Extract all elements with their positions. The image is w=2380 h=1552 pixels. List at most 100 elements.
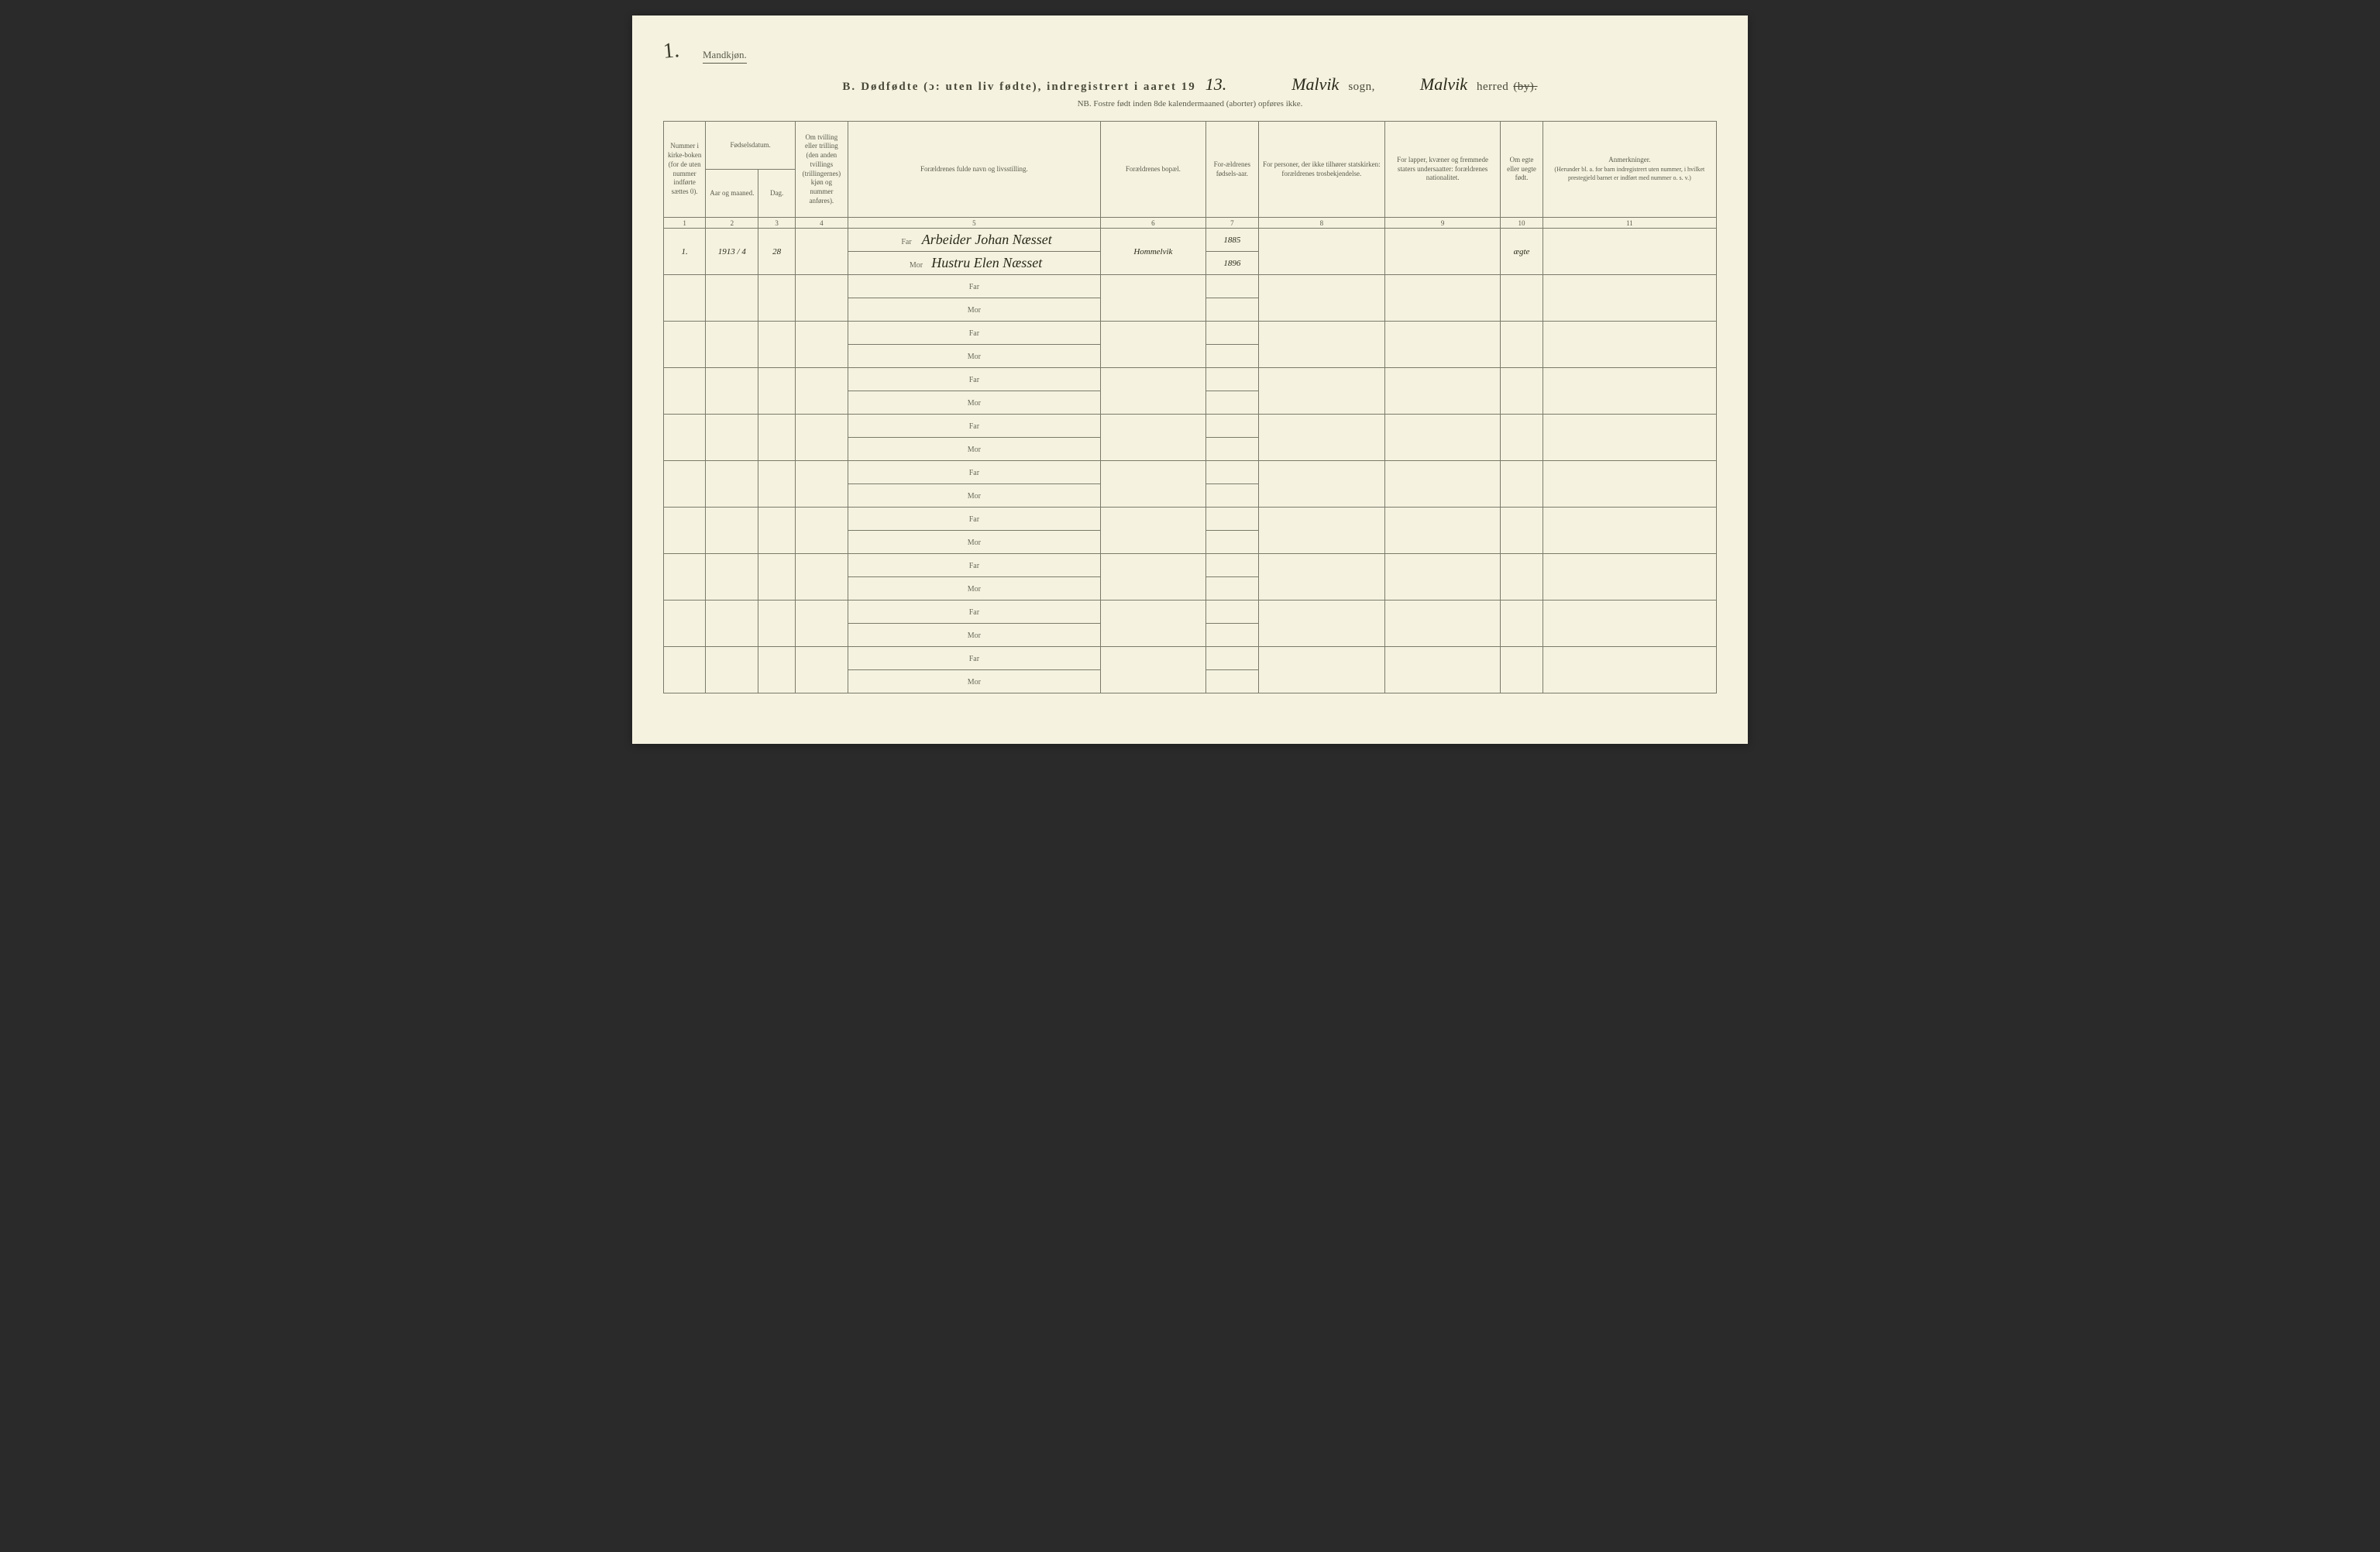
blank-cell	[1100, 461, 1205, 508]
far-label: Far	[964, 655, 984, 663]
blank-cell	[1205, 438, 1258, 461]
blank-cell	[664, 461, 706, 508]
col-header-7: For-ældrenes fødsels-aar.	[1205, 122, 1258, 218]
blank-row-far: Far	[664, 322, 1717, 345]
blank-mor-cell: Mor	[848, 531, 1100, 554]
entry-religion	[1258, 229, 1384, 275]
col-header-5: Forældrenes fulde navn og livsstilling.	[848, 122, 1100, 218]
entry-year-month: 1913 / 4	[706, 229, 758, 275]
blank-cell	[795, 554, 848, 600]
mor-label: Mor	[964, 678, 984, 687]
blank-far-cell: Far	[848, 508, 1100, 531]
blank-cell	[706, 554, 758, 600]
blank-cell	[1543, 368, 1716, 415]
far-label: Far	[964, 469, 984, 477]
blank-far-cell: Far	[848, 554, 1100, 577]
sogn-label: sogn,	[1348, 81, 1375, 94]
blank-cell	[664, 368, 706, 415]
blank-cell	[758, 508, 796, 554]
blank-row-far: Far	[664, 508, 1717, 531]
blank-cell	[1205, 484, 1258, 508]
blank-cell	[706, 647, 758, 693]
blank-cell	[1384, 322, 1500, 368]
blank-cell	[758, 647, 796, 693]
colnum: 9	[1384, 218, 1500, 229]
blank-cell	[1258, 322, 1384, 368]
blank-cell	[706, 275, 758, 322]
entry-twin	[795, 229, 848, 275]
col-header-4: Om tvilling eller trilling (den anden tv…	[795, 122, 848, 218]
blank-cell	[1258, 600, 1384, 647]
blank-cell	[795, 600, 848, 647]
blank-cell	[706, 600, 758, 647]
blank-cell	[758, 322, 796, 368]
col-header-2: Aar og maaned.	[706, 170, 758, 218]
blank-cell	[1205, 461, 1258, 484]
col-header-9: For lapper, kvæner og fremmede staters u…	[1384, 122, 1500, 218]
mor-label: Mor	[964, 539, 984, 547]
blank-cell	[1543, 415, 1716, 461]
blank-cell	[758, 368, 796, 415]
blank-cell	[795, 275, 848, 322]
blank-cell	[1384, 554, 1500, 600]
blank-cell	[1384, 415, 1500, 461]
blank-cell	[795, 647, 848, 693]
blank-cell	[1384, 275, 1500, 322]
blank-mor-cell: Mor	[848, 484, 1100, 508]
colnum: 11	[1543, 218, 1716, 229]
far-label: Far	[964, 422, 984, 431]
blank-cell	[1501, 322, 1543, 368]
blank-cell	[1100, 415, 1205, 461]
col-11-title: Anmerkninger.	[1608, 156, 1650, 163]
blank-cell	[1543, 275, 1716, 322]
blank-row-far: Far	[664, 647, 1717, 670]
sub-note: NB. Fostre født inden 8de kalendermaaned…	[663, 99, 1717, 108]
blank-cell	[1205, 345, 1258, 368]
blank-cell	[795, 508, 848, 554]
blank-cell	[758, 461, 796, 508]
register-page: 1. Mandkjøn. B. Dødfødte (ɔ: uten liv fø…	[632, 15, 1748, 744]
blank-cell	[664, 415, 706, 461]
blank-cell	[1384, 647, 1500, 693]
blank-cell	[1258, 368, 1384, 415]
blank-cell	[795, 322, 848, 368]
blank-cell	[1501, 647, 1543, 693]
entry-residence: Hommelvik	[1100, 229, 1205, 275]
entry-far-birthyear: 1885	[1205, 229, 1258, 252]
blank-cell	[1543, 647, 1716, 693]
sogn-name-handwritten: Malvik	[1287, 74, 1343, 95]
col-header-1: Nummer i kirke-boken (for de uten nummer…	[664, 122, 706, 218]
blank-mor-cell: Mor	[848, 438, 1100, 461]
colnum: 10	[1501, 218, 1543, 229]
blank-cell	[1205, 554, 1258, 577]
col-header-2-group: Fødselsdatum.	[706, 122, 796, 170]
blank-cell	[1100, 647, 1205, 693]
blank-cell	[1258, 275, 1384, 322]
blank-cell	[1205, 415, 1258, 438]
blank-cell	[1205, 624, 1258, 647]
blank-cell	[1384, 461, 1500, 508]
title-line: B. Dødfødte (ɔ: uten liv fødte), indregi…	[663, 74, 1717, 95]
blank-cell	[758, 275, 796, 322]
blank-cell	[664, 554, 706, 600]
blank-cell	[664, 508, 706, 554]
blank-far-cell: Far	[848, 461, 1100, 484]
table-body: 1 2 3 4 5 6 7 8 9 10 11 1. 1913 / 4 28 F…	[664, 218, 1717, 693]
blank-cell	[1258, 415, 1384, 461]
entry-row-far: 1. 1913 / 4 28 Far Arbeider Johan Næsset…	[664, 229, 1717, 252]
blank-far-cell: Far	[848, 600, 1100, 624]
blank-cell	[1205, 670, 1258, 693]
mor-label: Mor	[906, 261, 926, 270]
entry-day: 28	[758, 229, 796, 275]
far-label: Far	[896, 238, 917, 246]
blank-cell	[1543, 461, 1716, 508]
blank-cell	[1501, 368, 1543, 415]
blank-cell	[1384, 508, 1500, 554]
blank-cell	[1100, 600, 1205, 647]
blank-cell	[1100, 554, 1205, 600]
blank-cell	[1501, 508, 1543, 554]
mor-label: Mor	[964, 399, 984, 408]
section-letter: B.	[842, 81, 856, 94]
blank-cell	[1258, 647, 1384, 693]
mor-label: Mor	[964, 631, 984, 640]
